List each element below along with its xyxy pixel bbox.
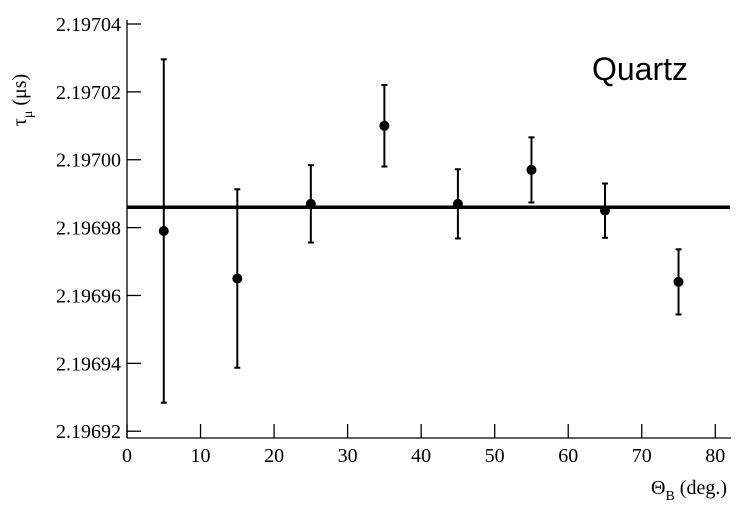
data-point bbox=[599, 205, 610, 216]
y-tick-label: 2.19700 bbox=[56, 150, 121, 172]
chart-title: Quartz bbox=[592, 51, 688, 87]
x-label-sub: B bbox=[665, 489, 674, 504]
x-tick-label: 80 bbox=[705, 445, 725, 467]
data-point bbox=[232, 273, 243, 284]
data-point bbox=[305, 198, 316, 209]
y-tick-label: 2.19704 bbox=[56, 14, 121, 36]
y-tick-label: 2.19698 bbox=[56, 218, 121, 240]
data-point bbox=[158, 226, 169, 236]
x-axis-label: ΘB (deg.) bbox=[651, 477, 727, 504]
y-label-symbol: τ bbox=[9, 118, 31, 126]
y-label-sub: μ bbox=[21, 111, 36, 119]
x-label-unit: (deg.) bbox=[680, 477, 727, 499]
x-tick-label: 60 bbox=[558, 445, 578, 467]
x-tick-label: 40 bbox=[411, 445, 431, 467]
x-tick-label: 10 bbox=[191, 445, 211, 467]
data-point bbox=[452, 198, 463, 209]
x-tick-label: 0 bbox=[122, 445, 132, 467]
y-label-unit: (μs) bbox=[9, 74, 31, 106]
x-tick-label: 70 bbox=[632, 445, 652, 467]
y-tick-label: 2.19696 bbox=[56, 285, 121, 307]
y-axis-label: τμ (μs) bbox=[9, 74, 36, 126]
x-label-symbol: Θ bbox=[651, 477, 665, 499]
data-point bbox=[526, 164, 537, 175]
x-tick-label: 50 bbox=[485, 445, 505, 467]
x-tick-label: 20 bbox=[264, 445, 284, 467]
y-tick-label: 2.19694 bbox=[56, 353, 121, 375]
x-tick-label: 30 bbox=[338, 445, 358, 467]
data-point bbox=[673, 276, 684, 287]
data-point bbox=[379, 120, 390, 131]
y-tick-label: 2.19692 bbox=[56, 421, 121, 443]
y-tick-label: 2.19702 bbox=[56, 82, 121, 104]
